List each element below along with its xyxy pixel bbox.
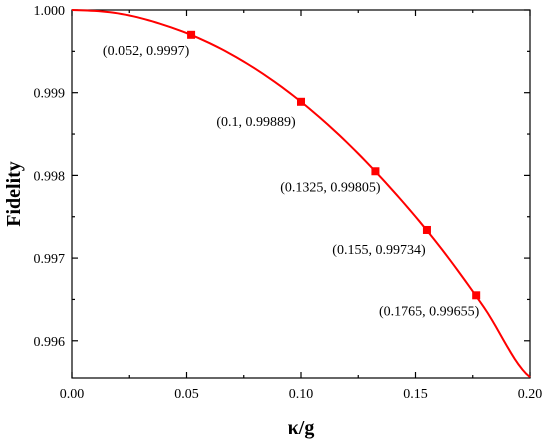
x-tick-label: 0.15: [403, 387, 428, 402]
data-markers: [187, 30, 481, 300]
x-tick-label: 0.00: [60, 387, 85, 402]
y-tick-label: 0.996: [34, 335, 66, 350]
data-marker: [371, 167, 380, 176]
data-marker: [297, 97, 305, 106]
plot-area: 0.00 0.05 0.10 0.15 0.20 0.996 0.997 0.998 0.999…: [34, 4, 543, 402]
marker-labels: (0.052, 0.9997) (0.1, 0.99889) (0.1325, 0.…: [103, 44, 480, 319]
y-tick-label: 0.998: [34, 169, 66, 184]
x-axis-label: κ/g: [288, 417, 315, 439]
y-axis-label: Fidelity: [3, 161, 25, 227]
data-point-label: (0.1, 0.99889): [216, 115, 296, 130]
data-marker: [422, 225, 431, 234]
y-tick-label: 0.999: [34, 87, 66, 102]
data-point-label: (0.1325, 0.99805): [280, 180, 381, 195]
data-point-label: (0.1765, 0.99655): [379, 304, 480, 319]
data-point-label: (0.052, 0.9997): [103, 44, 190, 59]
data-marker: [472, 291, 481, 300]
x-tick-label: 0.20: [518, 387, 543, 402]
tick-labels: 0.00 0.05 0.10 0.15 0.20 0.996 0.997 0.998 0.999…: [34, 4, 543, 402]
data-marker: [187, 30, 196, 39]
data-point-label: (0.155, 0.99734): [332, 243, 426, 258]
y-tick-label: 1.000: [34, 4, 66, 19]
y-tick-label: 0.997: [34, 252, 66, 267]
x-tick-label: 0.10: [289, 387, 314, 402]
x-tick-label: 0.05: [174, 387, 199, 402]
